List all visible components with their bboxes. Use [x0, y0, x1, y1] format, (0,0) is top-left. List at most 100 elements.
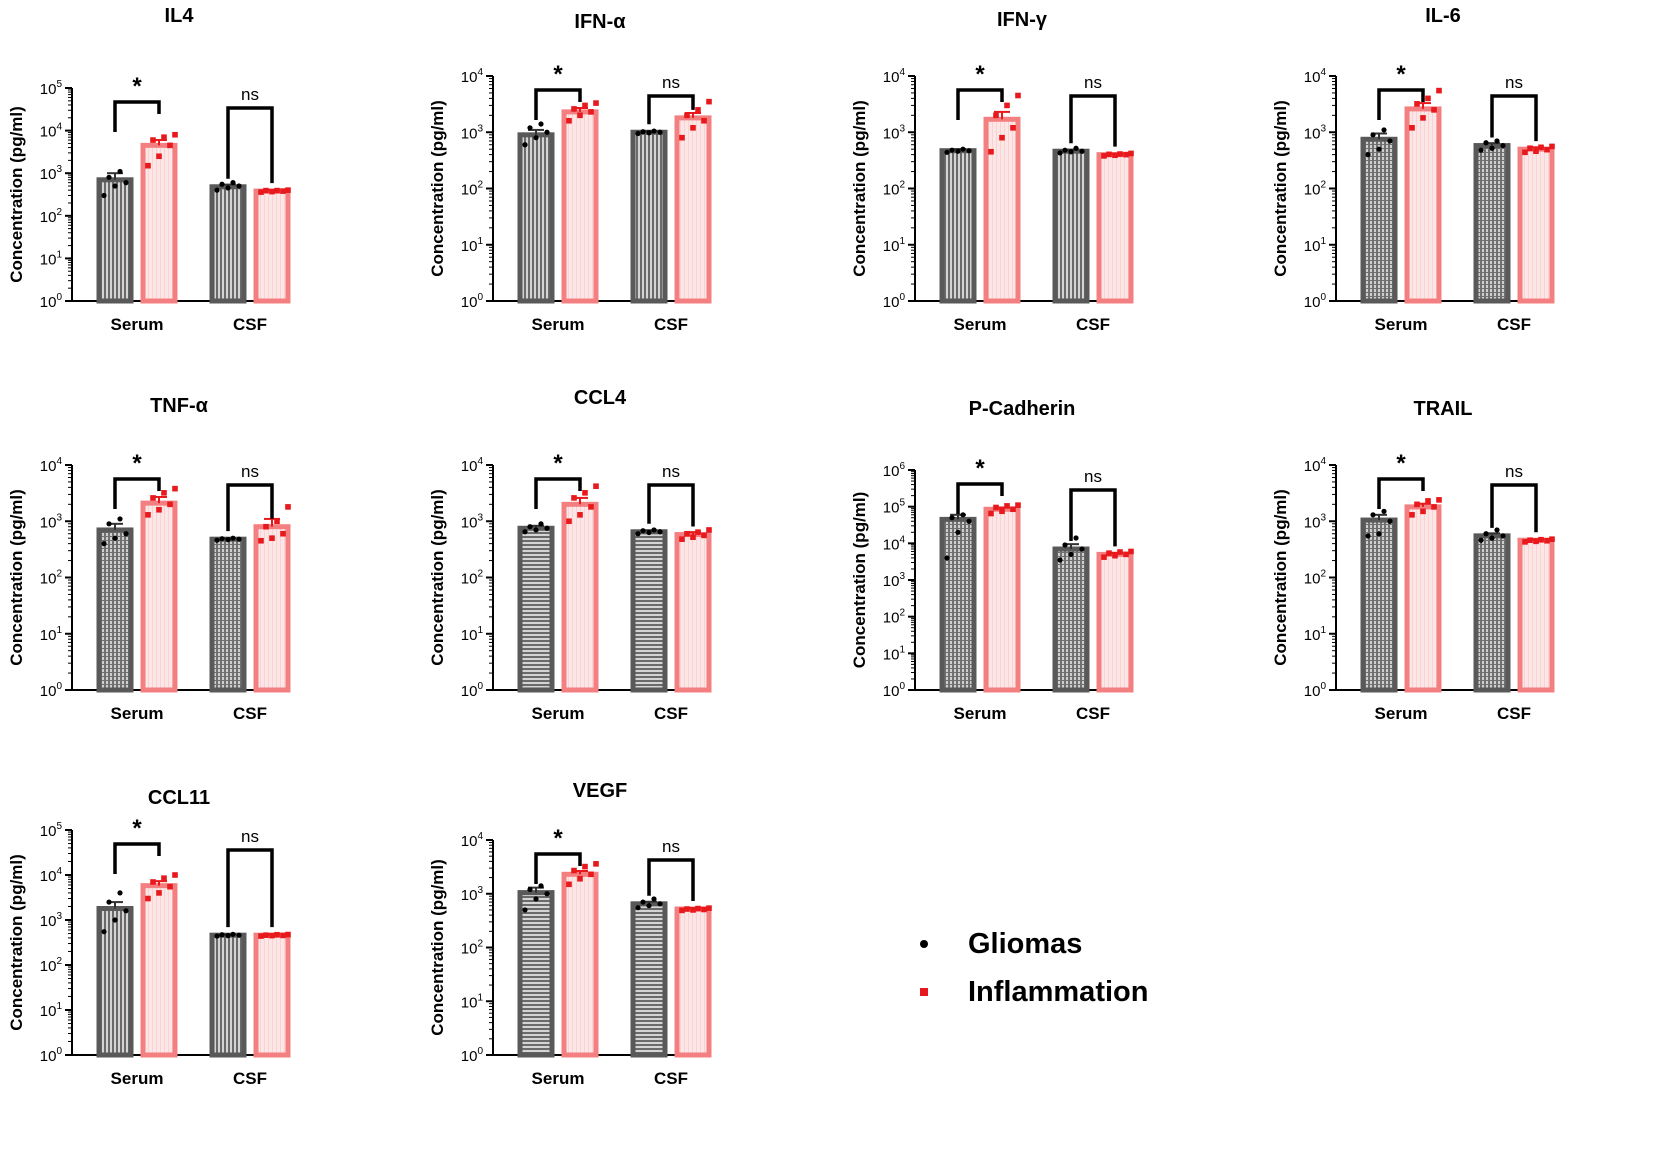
data-point-inflammation [690, 907, 696, 913]
data-point-inflammation [593, 483, 599, 489]
significance-label: * [553, 450, 563, 477]
data-point-inflammation [999, 134, 1005, 141]
data-point-inflammation [1004, 102, 1010, 109]
chart-title: TNF-α [150, 395, 209, 417]
data-point-inflammation [988, 510, 994, 517]
bar-gliomas [209, 932, 247, 1058]
data-point-inflammation [145, 895, 151, 902]
y-tick-label: 100 [461, 1046, 484, 1065]
data-point-inflammation [1544, 537, 1550, 544]
data-point-gliomas [1478, 537, 1484, 543]
y-tick-label: 104 [1304, 67, 1327, 86]
significance-bracket [1377, 88, 1425, 120]
data-point-gliomas [219, 932, 225, 938]
x-tick-label: Serum [532, 315, 585, 334]
data-point-inflammation [566, 117, 572, 124]
significance-label: ns [241, 85, 259, 104]
data-point-inflammation [161, 134, 167, 140]
data-point-inflammation [167, 883, 173, 890]
significance-label: * [975, 455, 985, 482]
data-point-gliomas [651, 128, 657, 134]
significance-bracket [647, 483, 695, 527]
data-point-gliomas [214, 187, 220, 193]
data-point-inflammation [577, 512, 583, 518]
y-tick-label: 102 [461, 180, 484, 199]
y-tick-label: 101 [883, 644, 906, 663]
significance-label: ns [1505, 73, 1523, 92]
data-point-inflammation [1409, 512, 1415, 518]
chart-title: CCL11 [148, 787, 210, 809]
data-point-gliomas [1068, 551, 1074, 557]
data-point-gliomas [538, 121, 544, 127]
y-tick-label: 103 [461, 123, 484, 142]
data-point-inflammation [1409, 124, 1415, 131]
data-point-gliomas [651, 896, 657, 902]
data-point-inflammation [1420, 115, 1426, 121]
x-tick-label: Serum [532, 704, 585, 723]
data-point-gliomas [117, 516, 123, 522]
x-tick-label: Serum [1375, 315, 1428, 334]
data-point-gliomas [966, 518, 972, 524]
chart-title: IL-6 [1425, 5, 1461, 27]
data-point-inflammation [280, 530, 286, 537]
data-point-inflammation [172, 131, 178, 138]
chart-2: IFN-α Concentration (pg/ml) 100 101 102 103 10… [428, 11, 712, 334]
data-point-inflammation [706, 527, 712, 533]
data-point-inflammation [701, 906, 707, 913]
data-point-gliomas [533, 896, 539, 902]
y-tick-label: 104 [40, 866, 63, 885]
data-point-gliomas [236, 536, 242, 542]
data-point-gliomas [657, 901, 663, 907]
data-point-inflammation [582, 102, 588, 109]
data-point-gliomas [527, 524, 533, 530]
data-point-gliomas [1062, 147, 1068, 153]
data-point-inflammation [1544, 146, 1550, 153]
data-point-inflammation [280, 188, 286, 194]
data-point-gliomas [1494, 138, 1500, 144]
bar-gliomas [1052, 546, 1090, 693]
data-point-gliomas [533, 527, 539, 533]
data-point-gliomas [522, 907, 528, 913]
data-point-gliomas [225, 537, 231, 543]
y-axis-label: Concentration (pg/ml) [428, 489, 447, 666]
y-axis-label: Concentration (pg/ml) [850, 492, 869, 669]
chart-6: CCL4 Concentration (pg/ml) 100 101 102 103 104… [428, 387, 712, 723]
y-tick-label: 104 [40, 122, 63, 141]
data-point-inflammation [993, 112, 999, 119]
data-point-inflammation [1527, 145, 1533, 152]
data-point-inflammation [571, 867, 577, 874]
data-point-gliomas [1057, 150, 1063, 156]
significance-bracket [534, 88, 582, 120]
data-point-inflammation [1533, 148, 1539, 155]
data-point-inflammation [695, 529, 701, 535]
y-tick-label: 103 [461, 512, 484, 531]
data-point-gliomas [225, 933, 231, 939]
data-point-inflammation [593, 861, 599, 867]
y-tick-label: 100 [40, 292, 63, 311]
data-point-inflammation [172, 872, 178, 878]
x-tick-label: CSF [654, 315, 688, 334]
data-point-gliomas [966, 148, 972, 154]
y-tick-label: 103 [40, 911, 63, 930]
y-tick-label: 100 [1304, 292, 1327, 311]
chart-title: P-Cadherin [969, 398, 1076, 420]
data-point-inflammation [1420, 508, 1426, 515]
chart-1: IL4 Concentration (pg/ml) 100 101 102 103 104 1… [7, 5, 291, 334]
chart-title: TRAIL [1414, 398, 1473, 420]
bar-inflammation [1096, 152, 1134, 304]
data-point-gliomas [1483, 531, 1489, 537]
data-point-gliomas [646, 903, 652, 909]
data-point-inflammation [1549, 143, 1555, 150]
y-tick-label: 103 [1304, 123, 1327, 142]
bar-inflammation [1096, 551, 1134, 693]
bar-gliomas [630, 901, 668, 1058]
bar-gliomas [630, 129, 668, 304]
significance-label: ns [662, 462, 680, 481]
y-tick-label: 102 [40, 569, 63, 588]
data-point-inflammation [1128, 150, 1134, 157]
y-tick-label: 100 [461, 681, 484, 700]
bar-inflammation [1404, 106, 1442, 304]
y-tick-label: 104 [883, 67, 906, 86]
data-point-inflammation [269, 188, 275, 195]
data-point-gliomas [1073, 535, 1079, 541]
